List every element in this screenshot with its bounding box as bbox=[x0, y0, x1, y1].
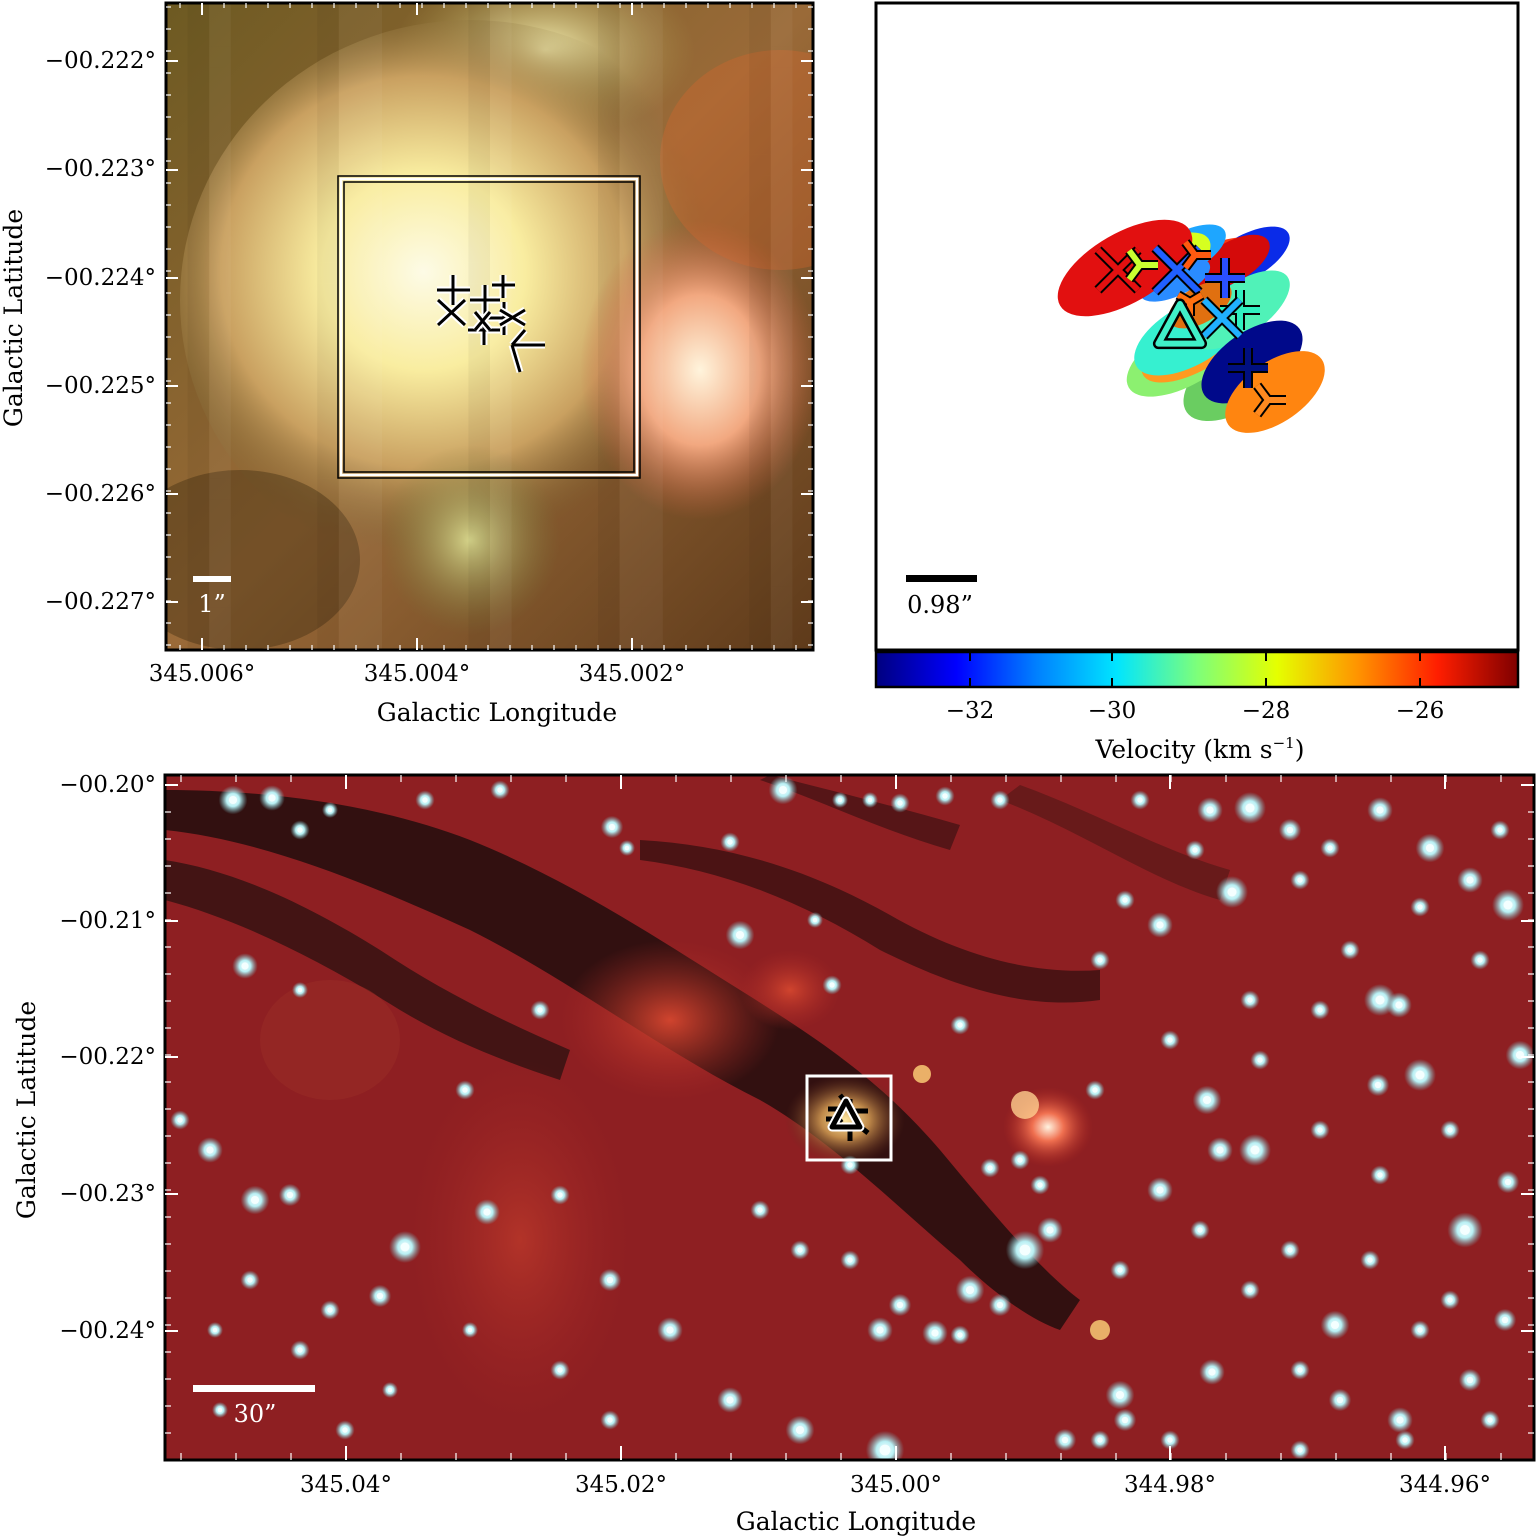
bottom-ticks bbox=[165, 775, 1534, 1460]
colorbar-tick-label: −30 bbox=[1088, 698, 1137, 724]
y-axis-label: Galactic Latitude bbox=[0, 209, 28, 427]
scale-bar bbox=[193, 576, 231, 582]
top-left-ticks bbox=[166, 3, 813, 650]
source-marker-cluster bbox=[826, 1093, 870, 1141]
colorbar-tick-label: −28 bbox=[1242, 698, 1291, 724]
ytick-label: −00.227° bbox=[45, 589, 156, 615]
ytick-label: −00.24° bbox=[59, 1318, 156, 1344]
ytick-label: −00.223° bbox=[45, 156, 156, 182]
bottom-panel: 30” −00.20° −00.21° −00.22° −00.23° −00.… bbox=[12, 772, 1536, 1536]
bottom-yticks: −00.20° −00.21° −00.22° −00.23° −00.24° bbox=[59, 772, 156, 1344]
scale-bar bbox=[193, 1385, 315, 1392]
ytick-label: −00.23° bbox=[59, 1181, 156, 1207]
scale-bar bbox=[906, 575, 977, 582]
colorbar-tick-label: −32 bbox=[946, 698, 995, 724]
xtick-label: 344.96° bbox=[1399, 1472, 1491, 1498]
source-ellipse bbox=[1225, 351, 1325, 433]
top-left-panel: 1” −00.222° −00.223° −00.224° −00.225° −… bbox=[0, 1, 815, 727]
top-left-xticks: 345.006° 345.004° 345.002° bbox=[149, 661, 686, 687]
ytick-label: −00.226° bbox=[45, 481, 156, 507]
bottom-image bbox=[165, 775, 1534, 1460]
xtick-label: 345.04° bbox=[300, 1472, 392, 1498]
scale-bar-label: 0.98” bbox=[907, 591, 973, 619]
x-axis-label: Galactic Longitude bbox=[736, 1507, 976, 1536]
zoom-region-box bbox=[805, 1074, 893, 1162]
ytick-label: −00.225° bbox=[45, 373, 156, 399]
colorbar-label: Velocity (km s−1) bbox=[1095, 734, 1305, 764]
xtick-label: 344.98° bbox=[1124, 1472, 1216, 1498]
zoom-box-outer bbox=[337, 175, 641, 479]
source-markers bbox=[435, 275, 545, 373]
ytick-label: −00.222° bbox=[45, 48, 156, 74]
ytick-label: −00.22° bbox=[59, 1044, 156, 1070]
zoom-box bbox=[339, 177, 639, 477]
top-left-yticks: −00.222° −00.223° −00.224° −00.225° −00.… bbox=[45, 48, 156, 615]
ytick-label: −00.224° bbox=[45, 265, 156, 291]
field-stars bbox=[170, 775, 1534, 1460]
ytick-label: −00.20° bbox=[59, 772, 156, 798]
bottom-xticks: 345.04° 345.02° 345.00° 344.98° 344.96° bbox=[300, 1472, 1491, 1498]
colorbar-tick-label: −26 bbox=[1396, 698, 1445, 724]
top-left-image bbox=[166, 3, 813, 650]
xtick-label: 345.006° bbox=[149, 661, 256, 687]
y-axis-label: Galactic Latitude bbox=[12, 1001, 41, 1219]
ytick-label: −00.21° bbox=[59, 908, 156, 934]
colorbar-ticks bbox=[969, 652, 1421, 687]
xtick-label: 345.004° bbox=[364, 661, 471, 687]
colorbar bbox=[874, 650, 1520, 689]
top-right-panel: 0.98” −32 −30 −28 −26 Velocity (km s−1) bbox=[874, 1, 1520, 764]
xtick-label: 345.00° bbox=[850, 1472, 942, 1498]
scale-bar-label: 30” bbox=[234, 1400, 277, 1428]
x-axis-label: Galactic Longitude bbox=[377, 698, 617, 727]
xtick-label: 345.002° bbox=[579, 661, 686, 687]
xtick-label: 345.02° bbox=[575, 1472, 667, 1498]
scale-bar-label: 1” bbox=[198, 590, 226, 618]
velocity-markers bbox=[1094, 239, 1286, 418]
